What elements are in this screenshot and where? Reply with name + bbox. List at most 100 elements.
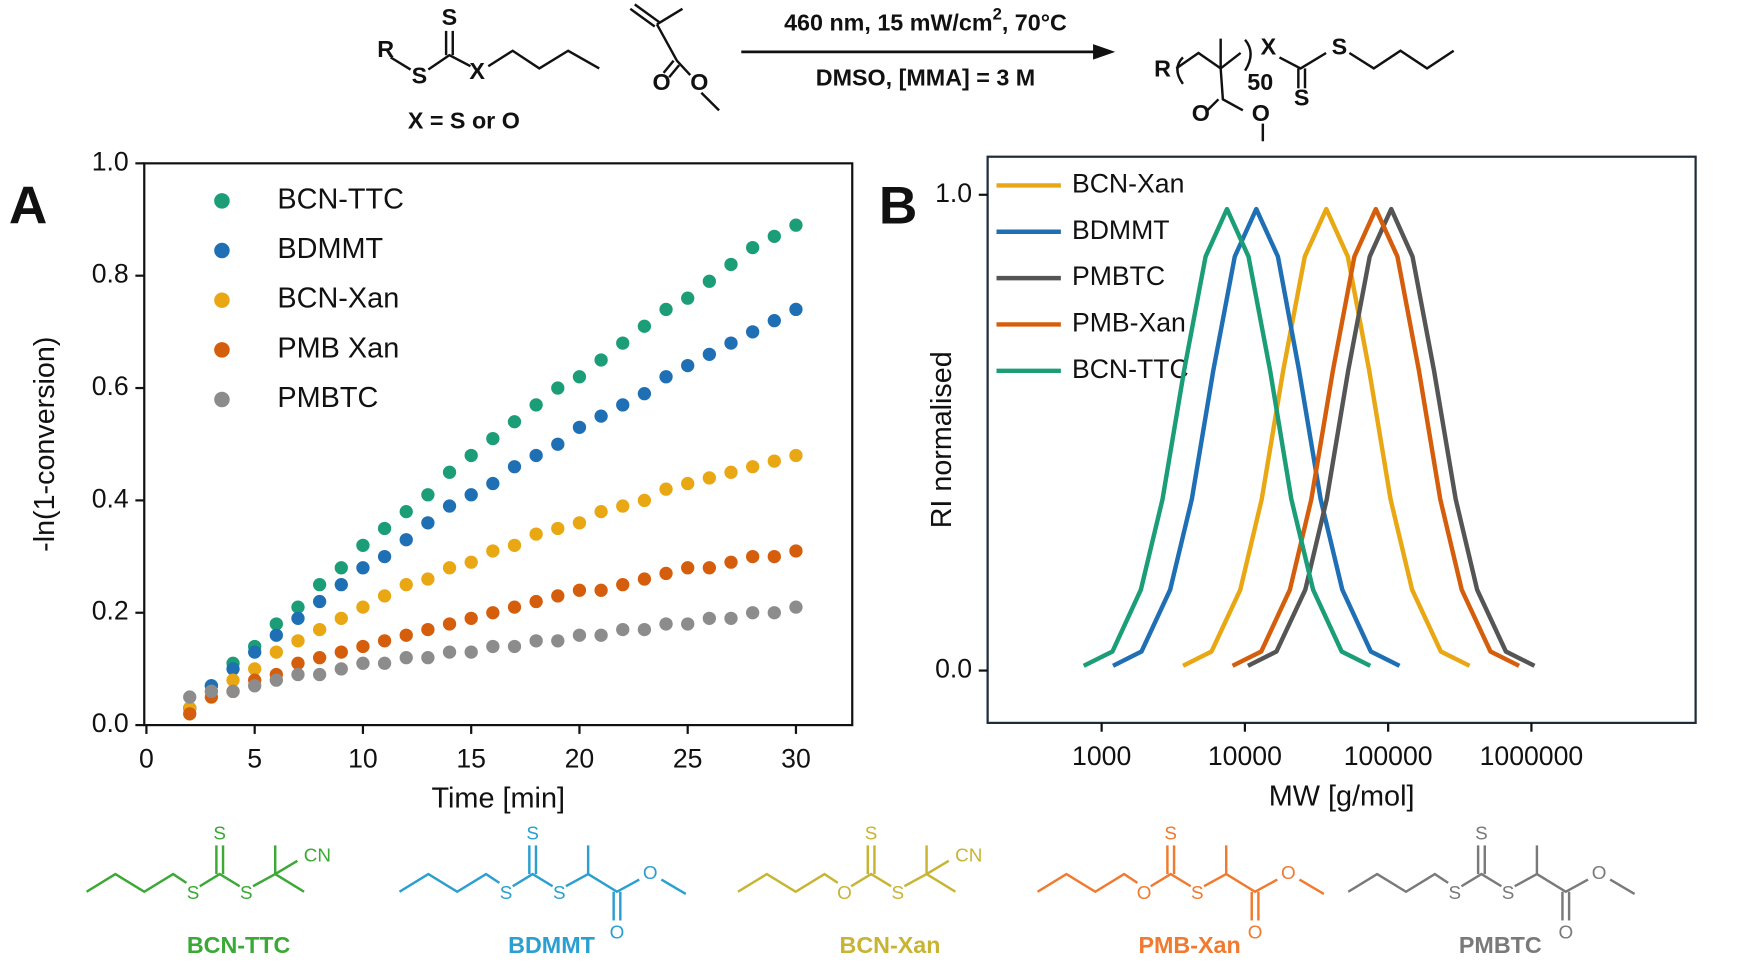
data-point	[269, 673, 283, 687]
atom-label: O	[1137, 882, 1152, 903]
bond	[1298, 878, 1325, 895]
data-point	[724, 257, 738, 272]
data-point	[226, 662, 240, 676]
chemical-structure: S O S CN BCN-Xan	[737, 822, 982, 958]
compound-name: BDMMT	[508, 932, 595, 958]
bond	[487, 49, 600, 70]
bond	[587, 873, 640, 894]
compound-name: BCN-TTC	[187, 932, 291, 958]
data-point	[399, 578, 413, 592]
data-point	[507, 415, 522, 429]
data-point	[421, 651, 435, 665]
data-point	[248, 645, 262, 659]
chemical-structure: S S S O O BDMMT	[398, 822, 687, 958]
legend-label: BDMMT	[1072, 215, 1170, 245]
data-point	[789, 600, 803, 614]
atom-label: S	[187, 882, 200, 903]
data-point	[551, 634, 565, 648]
data-point	[377, 521, 392, 536]
atom-label: O	[1281, 862, 1296, 883]
x-definition: X = S or O	[408, 108, 520, 134]
atom: O	[653, 69, 671, 95]
y-tick-label: 0.6	[92, 371, 129, 401]
y-tick-label: 1.0	[935, 178, 972, 208]
chemical-structure: S O S O O PMB-Xan	[1036, 822, 1325, 958]
x-tick-label: 10	[348, 743, 378, 773]
data-point	[226, 673, 240, 687]
series-line	[1182, 206, 1471, 668]
data-point	[377, 634, 392, 648]
y-tick-label: 0.2	[92, 596, 129, 626]
x-tick-label: 10000	[1208, 741, 1282, 771]
bond	[565, 873, 589, 888]
data-point	[681, 358, 695, 373]
legend-label: BCN-Xan	[1072, 168, 1184, 198]
data-point	[594, 505, 608, 519]
data-point	[659, 566, 673, 581]
data-point	[312, 622, 327, 637]
bond	[1175, 51, 1242, 70]
bond	[1278, 51, 1327, 70]
legend-label: PMBTC	[277, 382, 378, 414]
bond	[252, 873, 276, 888]
reaction-scheme: R S S X X = S or O O O 460 nm, 15 mW/cm2…	[377, 3, 1455, 142]
data-point	[702, 274, 717, 288]
atom-label: S	[1164, 822, 1177, 843]
data-point	[702, 347, 717, 361]
data-point	[767, 606, 781, 620]
conditions: DMSO, [MMA] = 3 M	[816, 65, 1035, 91]
data-point	[442, 499, 457, 513]
data-point	[291, 611, 305, 625]
arrow-head	[1093, 44, 1116, 60]
data-point	[572, 628, 587, 642]
data-point	[507, 639, 522, 654]
atom-label: S	[213, 822, 226, 843]
data-point	[464, 488, 478, 502]
data-point	[421, 622, 435, 637]
compound-name: PMBTC	[1459, 932, 1542, 958]
x-tick-label: 1000000	[1480, 741, 1584, 771]
data-point	[334, 645, 348, 659]
bond	[903, 873, 928, 888]
data-point	[637, 387, 652, 401]
bond	[1347, 872, 1449, 894]
data-point	[291, 634, 305, 648]
data-point	[594, 583, 608, 597]
data-point	[442, 561, 457, 575]
data-point	[529, 634, 543, 648]
data-point	[356, 656, 370, 670]
compound-name: PMB-Xan	[1138, 932, 1240, 958]
data-point	[572, 583, 587, 597]
data-point	[745, 240, 760, 255]
x-tick-label: 15	[456, 743, 486, 773]
atom-label: S	[500, 882, 513, 903]
x-tick-label: 30	[781, 743, 811, 773]
data-point	[291, 600, 305, 614]
data-point	[377, 589, 392, 603]
data-point	[616, 622, 630, 637]
data-point	[789, 544, 803, 558]
data-point	[442, 617, 457, 631]
bond	[850, 872, 892, 888]
data-point	[681, 561, 695, 575]
data-point	[464, 611, 478, 625]
data-point	[442, 645, 457, 659]
data-point	[486, 639, 500, 654]
bond	[199, 872, 241, 888]
series-line	[1112, 206, 1401, 668]
x-tick-label: 20	[565, 743, 595, 773]
data-point	[421, 572, 435, 586]
bond	[398, 872, 501, 894]
data-point	[637, 622, 652, 637]
legend-marker	[214, 292, 230, 308]
legend-marker	[214, 242, 230, 259]
x-tick-label: 0	[139, 743, 154, 773]
data-point	[356, 639, 370, 654]
conditions-text: , 70°C	[1002, 9, 1067, 35]
data-point	[637, 319, 652, 333]
x-tick-label: 1000	[1072, 741, 1131, 771]
data-point	[486, 476, 500, 491]
data-point	[551, 589, 565, 603]
data-point	[486, 544, 500, 558]
